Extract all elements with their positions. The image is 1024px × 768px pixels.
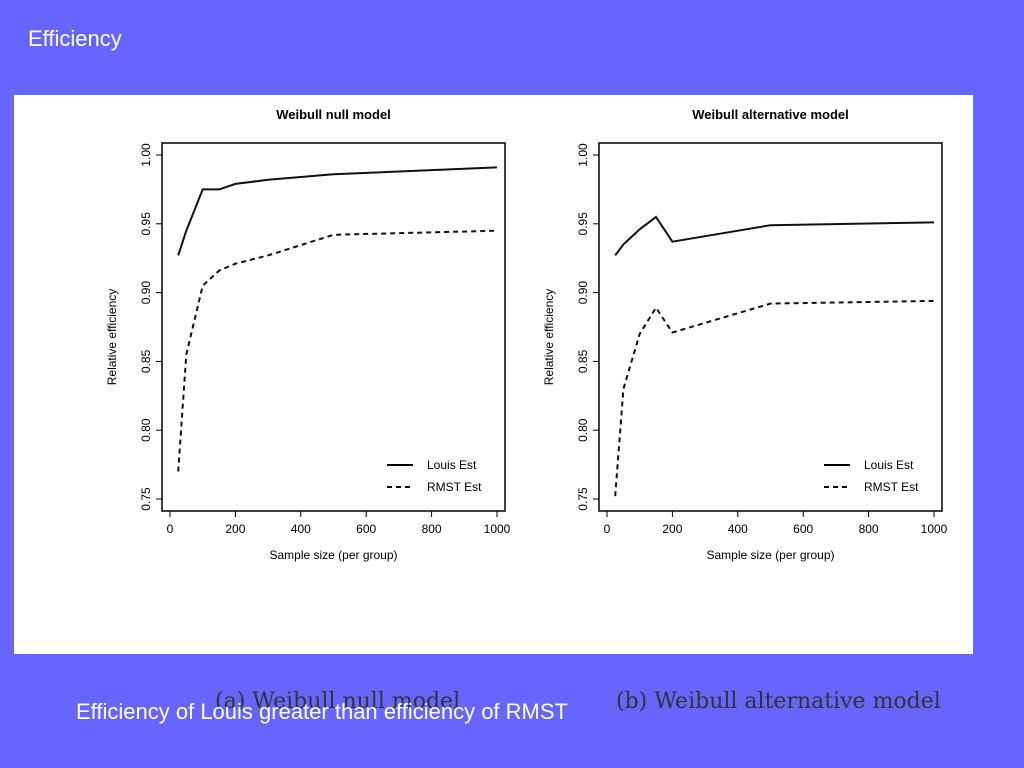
x-tick-label: 400	[728, 522, 748, 536]
x-axis-label: Sample size (per group)	[269, 548, 397, 562]
x-tick-label: 800	[859, 522, 879, 536]
x-tick-label: 600	[356, 522, 376, 536]
x-tick-label: 800	[422, 522, 442, 536]
y-tick-label: 0.95	[139, 212, 153, 236]
x-tick-label: 0	[604, 522, 611, 536]
y-axis-label: Relative efficiency	[105, 289, 119, 386]
legend-label: RMST Est	[864, 480, 919, 494]
y-axis-label: Relative efficiency	[542, 289, 556, 386]
y-tick-label: 0.75	[139, 487, 153, 511]
plot-frame	[161, 142, 506, 512]
y-tick-label: 1.00	[139, 143, 153, 167]
x-tick-label: 1000	[484, 522, 511, 536]
footer-text: Efficiency of Louis greater than efficie…	[76, 699, 568, 724]
chart-2: Weibull alternative model 0 200 400 600 800 10…	[542, 107, 948, 562]
x-tick-label: 200	[225, 522, 245, 536]
x-tick-label: 400	[291, 522, 311, 536]
legend-label: Louis Est	[427, 458, 477, 472]
series-line-louis-est	[614, 215, 935, 256]
caption-b: (b) Weibull alternative model	[616, 689, 941, 714]
series-line-louis-est	[177, 166, 498, 256]
y-tick-label: 1.00	[576, 143, 590, 167]
y-tick-label: 0.80	[576, 418, 590, 442]
chart-title: Weibull alternative model	[692, 107, 849, 122]
legend-label: RMST Est	[427, 480, 482, 494]
y-tick-label: 0.95	[576, 212, 590, 236]
y-tick-label: 0.85	[139, 349, 153, 373]
plot-frame	[598, 142, 943, 512]
y-tick-label: 0.90	[576, 281, 590, 305]
y-tick-label: 0.85	[576, 349, 590, 373]
chart-1: Weibull null model 0 200 400 600 800 1000 0.75 0…	[105, 107, 511, 562]
y-tick-label: 0.90	[139, 281, 153, 305]
y-tick-label: 0.75	[576, 487, 590, 511]
legend-label: Louis Est	[864, 458, 914, 472]
caption-a: (a) Weibull null model	[215, 689, 461, 714]
x-tick-label: 200	[662, 522, 682, 536]
series-line-rmst-est	[177, 229, 498, 472]
series-line-rmst-est	[614, 299, 935, 497]
x-tick-label: 1000	[921, 522, 948, 536]
chart-title: Weibull null model	[276, 107, 391, 122]
x-tick-label: 0	[167, 522, 174, 536]
x-tick-label: 600	[793, 522, 813, 536]
slide-title: Efficiency	[28, 26, 122, 51]
charts-svg: Weibull null model 0 200 400 600 800 1000 0.75 0…	[105, 107, 948, 562]
x-axis-label: Sample size (per group)	[706, 548, 834, 562]
y-tick-label: 0.80	[139, 418, 153, 442]
figure-panel: Weibull null model 0 200 400 600 800 1000 0.75 0…	[14, 95, 973, 714]
